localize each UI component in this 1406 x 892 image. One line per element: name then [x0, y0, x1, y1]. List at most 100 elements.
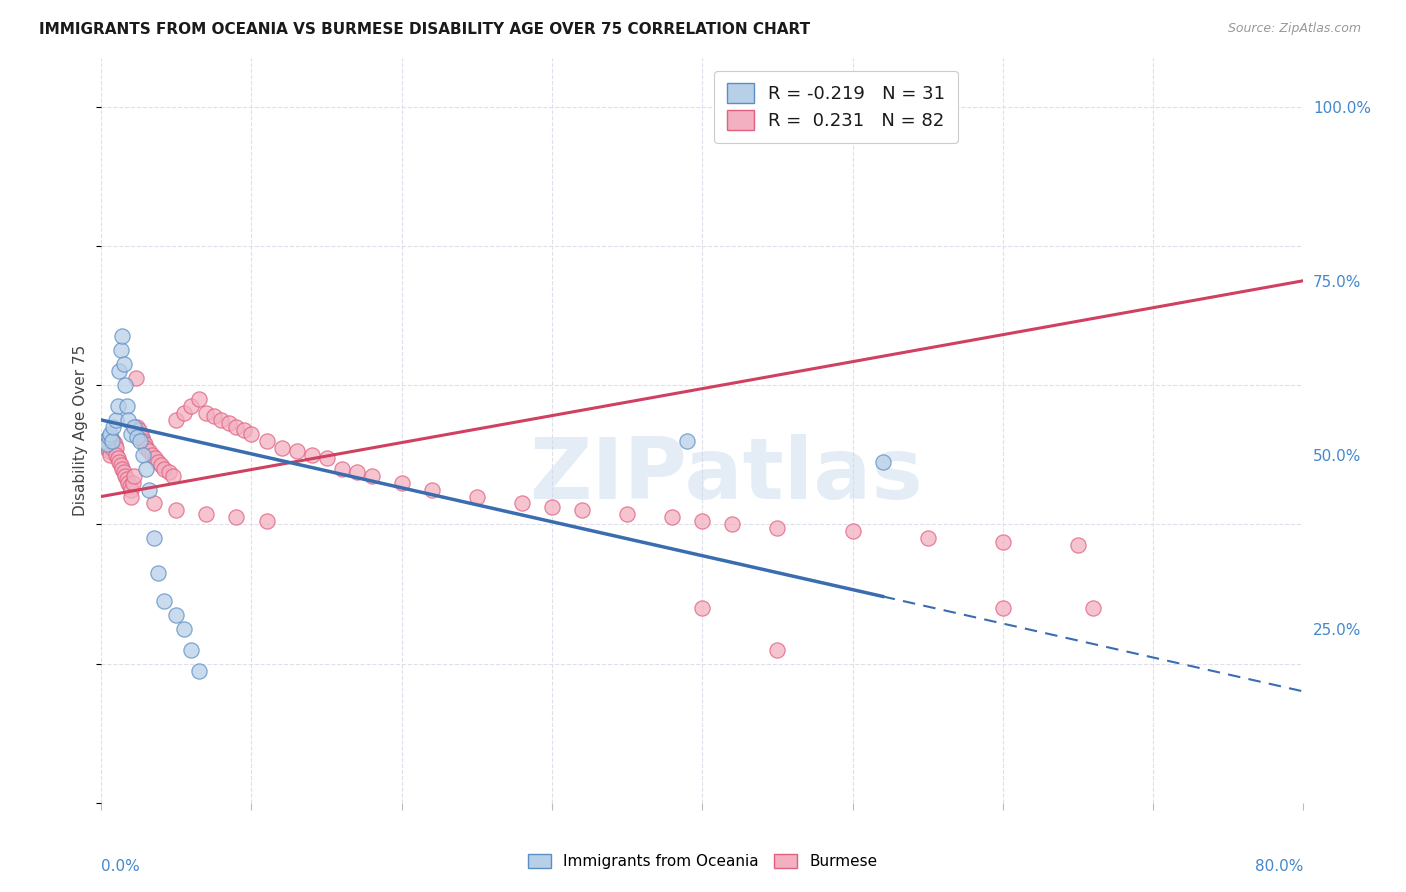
Point [346, 465, 368, 479]
Point [225, 510, 247, 524]
Point [162, 468, 184, 483]
Point [112, 357, 135, 371]
Point [991, 600, 1014, 615]
Point [187, 392, 209, 406]
Point [202, 409, 225, 424]
Point [150, 458, 173, 473]
Point [173, 406, 195, 420]
Legend: Immigrants from Oceania, Burmese: Immigrants from Oceania, Burmese [522, 847, 884, 875]
Point [110, 458, 132, 473]
Point [108, 364, 131, 378]
Point [692, 600, 714, 615]
Point [112, 465, 135, 479]
Point [841, 524, 863, 539]
Point [143, 451, 166, 466]
Point [233, 424, 256, 438]
Point [98, 448, 121, 462]
Point [225, 420, 247, 434]
Point [330, 461, 353, 475]
Point [661, 510, 683, 524]
Point [114, 378, 136, 392]
Point [240, 426, 263, 441]
Point [692, 514, 714, 528]
Point [218, 417, 240, 431]
Point [115, 472, 138, 486]
Point [103, 434, 125, 448]
Y-axis label: Disability Age Over 75: Disability Age Over 75 [73, 345, 89, 516]
Point [256, 514, 278, 528]
Point [105, 448, 128, 462]
Point [129, 434, 152, 448]
Point [195, 507, 218, 521]
Point [117, 475, 139, 490]
Point [541, 500, 564, 514]
Point [93, 434, 115, 448]
Text: Source: ZipAtlas.com: Source: ZipAtlas.com [1227, 22, 1361, 36]
Point [120, 490, 142, 504]
Text: IMMIGRANTS FROM OCEANIA VS BURMESE DISABILITY AGE OVER 75 CORRELATION CHART: IMMIGRANTS FROM OCEANIA VS BURMESE DISAB… [39, 22, 810, 37]
Point [100, 441, 122, 455]
Point [301, 448, 323, 462]
Point [118, 479, 141, 493]
Point [108, 455, 131, 469]
Point [114, 468, 136, 483]
Point [104, 437, 127, 451]
Point [105, 441, 128, 455]
Point [141, 448, 163, 462]
Legend: R = -0.219   N = 31, R =  0.231   N = 82: R = -0.219 N = 31, R = 0.231 N = 82 [714, 70, 957, 143]
Point [991, 534, 1014, 549]
Point [465, 490, 488, 504]
Point [103, 420, 125, 434]
Point [153, 594, 176, 608]
Point [510, 496, 533, 510]
Point [360, 468, 382, 483]
Point [127, 430, 149, 444]
Point [211, 413, 233, 427]
Point [1067, 538, 1090, 552]
Point [134, 437, 156, 451]
Point [153, 461, 176, 475]
Point [111, 461, 134, 475]
Point [117, 413, 139, 427]
Text: ZIPatlas: ZIPatlas [530, 434, 924, 516]
Point [128, 424, 150, 438]
Point [120, 483, 142, 497]
Point [256, 434, 278, 448]
Point [165, 607, 187, 622]
Point [180, 642, 202, 657]
Point [132, 434, 155, 448]
Point [676, 434, 699, 448]
Point [766, 642, 789, 657]
Point [124, 468, 146, 483]
Point [173, 622, 195, 636]
Point [115, 399, 138, 413]
Point [98, 426, 121, 441]
Point [129, 426, 152, 441]
Point [138, 444, 160, 458]
Point [132, 448, 155, 462]
Point [96, 437, 118, 451]
Point [157, 465, 180, 479]
Point [148, 455, 170, 469]
Point [125, 371, 148, 385]
Point [165, 413, 187, 427]
Point [616, 507, 638, 521]
Point [917, 531, 939, 545]
Point [420, 483, 443, 497]
Point [195, 406, 218, 420]
Point [120, 426, 142, 441]
Point [100, 434, 122, 448]
Point [135, 461, 157, 475]
Point [135, 441, 157, 455]
Point [766, 521, 789, 535]
Point [142, 496, 165, 510]
Point [107, 399, 129, 413]
Point [93, 434, 115, 448]
Point [165, 503, 187, 517]
Point [127, 420, 149, 434]
Point [105, 413, 128, 427]
Point [180, 399, 202, 413]
Point [121, 475, 143, 490]
Point [96, 441, 118, 455]
Point [107, 451, 129, 466]
